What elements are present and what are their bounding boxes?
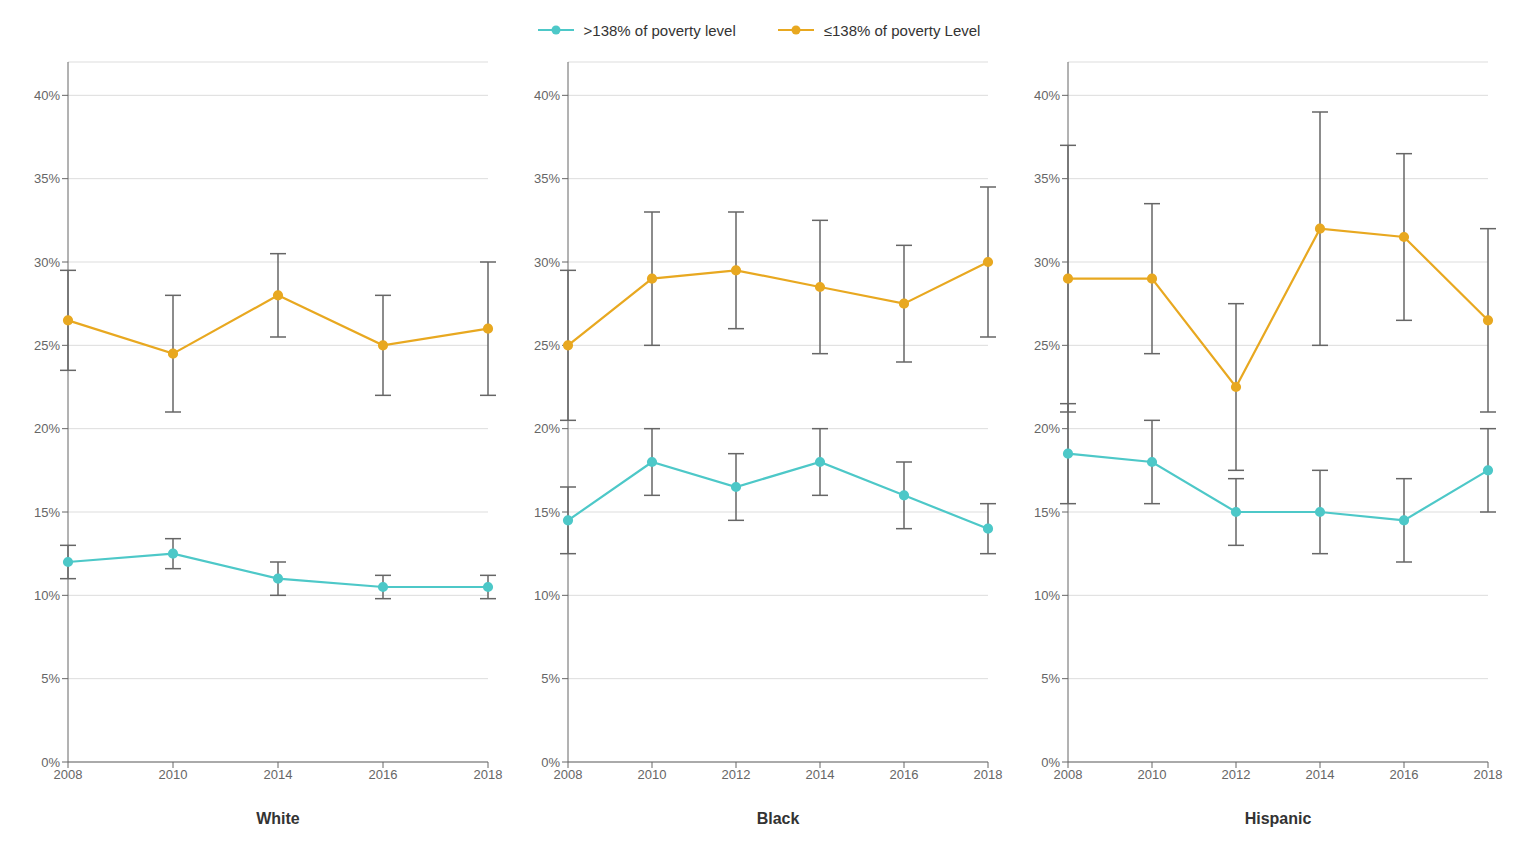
svg-text:30%: 30% bbox=[1034, 255, 1060, 270]
svg-text:10%: 10% bbox=[534, 588, 560, 603]
svg-text:15%: 15% bbox=[34, 505, 60, 520]
svg-text:10%: 10% bbox=[34, 588, 60, 603]
svg-text:20%: 20% bbox=[534, 421, 560, 436]
svg-text:0%: 0% bbox=[41, 755, 60, 770]
svg-text:2008: 2008 bbox=[553, 767, 583, 783]
svg-text:30%: 30% bbox=[534, 255, 560, 270]
svg-text:40%: 40% bbox=[34, 88, 60, 103]
svg-text:2016: 2016 bbox=[890, 767, 919, 782]
svg-text:25%: 25% bbox=[534, 338, 560, 353]
svg-text:20%: 20% bbox=[34, 421, 60, 436]
svg-text:2014: 2014 bbox=[806, 767, 835, 782]
svg-text:0%: 0% bbox=[1041, 755, 1060, 770]
svg-text:35%: 35% bbox=[34, 171, 60, 186]
svg-text:35%: 35% bbox=[1034, 171, 1060, 186]
svg-text:White: White bbox=[256, 810, 300, 827]
svg-text:2010: 2010 bbox=[159, 767, 188, 782]
svg-text:15%: 15% bbox=[1034, 505, 1060, 520]
svg-text:10%: 10% bbox=[1034, 588, 1060, 603]
svg-text:5%: 5% bbox=[1041, 671, 1060, 686]
svg-text:35%: 35% bbox=[534, 171, 560, 186]
svg-text:2008: 2008 bbox=[1053, 767, 1083, 783]
svg-text:Black: Black bbox=[757, 810, 800, 827]
svg-text:2018: 2018 bbox=[1474, 767, 1503, 782]
svg-text:2008: 2008 bbox=[53, 767, 83, 783]
svg-text:25%: 25% bbox=[1034, 338, 1060, 353]
svg-text:25%: 25% bbox=[34, 338, 60, 353]
svg-text:15%: 15% bbox=[534, 505, 560, 520]
svg-text:2014: 2014 bbox=[1306, 767, 1335, 782]
svg-text:40%: 40% bbox=[1034, 88, 1060, 103]
svg-text:2016: 2016 bbox=[369, 767, 398, 782]
html-text:≤138% of poverty Level: ≤138% of poverty Level bbox=[823, 21, 981, 39]
svg-text:5%: 5% bbox=[41, 671, 60, 686]
svg-text:2012: 2012 bbox=[1222, 767, 1251, 782]
svg-text:30%: 30% bbox=[34, 255, 60, 270]
svg-text:20%: 20% bbox=[1034, 421, 1060, 436]
svg-text:2012: 2012 bbox=[722, 767, 751, 782]
svg-text:2014: 2014 bbox=[264, 767, 293, 782]
svg-text:5%: 5% bbox=[541, 671, 560, 686]
svg-text:2016: 2016 bbox=[1390, 767, 1419, 782]
svg-text:2018: 2018 bbox=[974, 767, 1003, 782]
svg-text:2010: 2010 bbox=[638, 767, 667, 782]
svg-text:0%: 0% bbox=[541, 755, 560, 770]
svg-text:Hispanic: Hispanic bbox=[1245, 810, 1312, 827]
html-text:>138% of poverty level: >138% of poverty level bbox=[583, 21, 736, 39]
svg-text:40%: 40% bbox=[534, 88, 560, 103]
svg-text:2010: 2010 bbox=[1138, 767, 1167, 782]
svg-text:2018: 2018 bbox=[474, 767, 503, 782]
